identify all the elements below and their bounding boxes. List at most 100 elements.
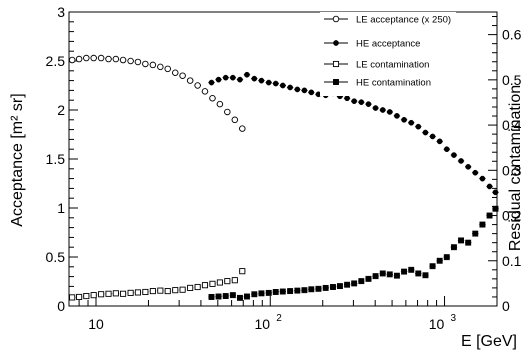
series-3: [208, 205, 499, 301]
data-point: [76, 293, 83, 301]
data-point: [358, 278, 365, 285]
data-point: [365, 275, 372, 282]
data-point: [164, 65, 171, 73]
data-point: [105, 290, 112, 297]
data-point: [231, 116, 239, 124]
data-point: [429, 263, 436, 270]
right-y-tick-label: 0.3: [502, 162, 522, 178]
data-point: [83, 292, 90, 300]
data-point: [401, 116, 407, 123]
data-point: [97, 54, 105, 62]
x-tick-label: 10: [88, 316, 104, 332]
data-point: [90, 54, 97, 62]
series-2: [68, 268, 246, 301]
data-point: [120, 290, 127, 297]
data-point: [239, 268, 246, 275]
legend-label: LE acceptance (x 250): [356, 15, 451, 26]
data-point: [272, 289, 279, 295]
data-point: [142, 288, 149, 296]
data-point: [429, 133, 436, 140]
data-point: [244, 293, 250, 300]
data-point: [222, 293, 229, 299]
legend-label: HE acceptance: [356, 39, 420, 50]
data-point: [294, 287, 301, 294]
data-point: [450, 244, 457, 251]
data-point: [230, 74, 236, 81]
data-point: [422, 272, 429, 279]
data-point: [472, 230, 479, 237]
right-y-tick-label: 0.5: [502, 72, 522, 88]
data-point: [486, 212, 493, 219]
data-point: [401, 268, 408, 275]
data-point: [90, 292, 97, 299]
data-point: [258, 290, 265, 297]
data-point: [379, 107, 386, 113]
left-y-tick-label: 1.5: [46, 151, 66, 167]
data-point: [479, 221, 486, 228]
data-point: [134, 58, 142, 66]
data-point: [301, 287, 308, 294]
data-point: [386, 271, 393, 278]
data-point: [231, 277, 238, 284]
left-y-tick-label: 1: [57, 200, 65, 216]
data-point: [301, 87, 308, 94]
right-y-tick-label: 0.4: [502, 117, 522, 133]
data-point: [68, 56, 76, 64]
data-point: [330, 284, 336, 290]
data-point: [486, 183, 493, 190]
data-point: [386, 109, 393, 115]
legend-marker: [333, 40, 339, 46]
data-point: [294, 86, 301, 93]
left-y-axis-title: Acceptance [m² sr]: [9, 93, 26, 226]
data-point: [208, 79, 215, 86]
right-y-tick-label: 0.2: [502, 208, 522, 224]
data-point: [194, 82, 201, 89]
data-point: [265, 79, 272, 86]
data-point: [415, 270, 422, 277]
data-point: [351, 280, 358, 287]
legend-label: HE contamination: [356, 78, 431, 89]
data-point: [237, 294, 243, 301]
data-point: [272, 80, 279, 87]
data-point: [308, 89, 315, 96]
data-point: [201, 88, 209, 95]
data-point: [172, 287, 179, 294]
data-point: [415, 123, 422, 130]
data-point: [265, 289, 272, 296]
data-point: [75, 55, 83, 63]
data-point: [237, 76, 243, 83]
data-point: [479, 175, 486, 182]
data-point: [315, 285, 322, 292]
data-point: [393, 272, 400, 279]
data-point: [224, 108, 231, 116]
left-y-tick-label: 2: [57, 102, 65, 118]
legend: LE acceptance (x 250) HE acceptance LE con…: [320, 12, 456, 96]
legend-marker: [333, 79, 339, 85]
data-point: [119, 56, 127, 64]
series-0: [68, 54, 246, 132]
data-point: [408, 266, 415, 273]
data-series-group: [68, 54, 499, 301]
data-point: [157, 287, 164, 294]
data-point: [379, 270, 386, 277]
data-point: [149, 61, 157, 69]
data-point: [436, 257, 443, 264]
data-point: [244, 71, 250, 78]
data-point: [443, 254, 450, 261]
data-point: [187, 284, 194, 291]
data-point: [112, 55, 120, 63]
left-y-tick-label: 0.5: [46, 249, 66, 265]
left-y-tick-label: 3: [57, 4, 65, 20]
data-point: [186, 77, 194, 84]
data-point: [336, 283, 343, 290]
x-tick-label-exponent: 3: [451, 313, 457, 324]
data-point: [229, 292, 236, 299]
x-tick-label: 10: [429, 316, 445, 332]
series-1: [208, 71, 499, 196]
data-point: [142, 60, 149, 68]
data-point: [308, 286, 315, 293]
data-point: [465, 163, 472, 170]
data-point: [394, 113, 400, 119]
data-point: [157, 63, 164, 71]
tick-marks-group: [68, 11, 498, 307]
